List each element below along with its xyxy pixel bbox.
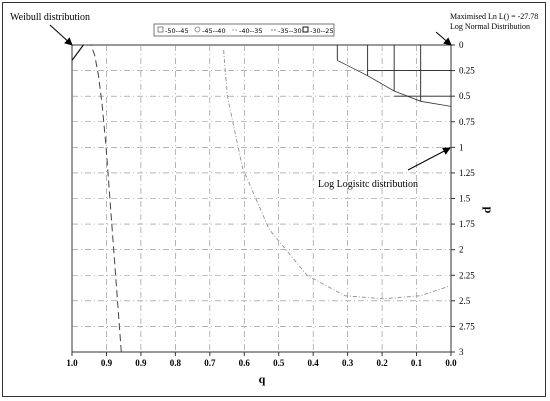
- contour-weibull: [90, 44, 122, 353]
- annotation-loglogistic: Log Logisitc distribution: [318, 179, 418, 190]
- y-tick-label: 2.75: [459, 321, 475, 331]
- legend-symbol: [194, 26, 201, 33]
- arrow-lognormal: [435, 31, 452, 46]
- x-tick-label: 1.0: [66, 358, 78, 368]
- x-tick-label: 0.9: [101, 358, 113, 368]
- y-tick-label: 2: [459, 245, 464, 255]
- arrow-loglogistic: [407, 147, 451, 171]
- x-axis-ticks: 1.0 0.9 0.9 0.8 0.7 0.6 0.5 0.4 0.3 0.2 0.1 0.0: [66, 352, 457, 368]
- legend-symbol: [157, 26, 164, 33]
- y-tick-label: 0.25: [459, 66, 475, 76]
- x-tick-label: 0.6: [239, 358, 251, 368]
- y-tick-label: 0.5: [459, 91, 471, 101]
- arrow-weibull: [49, 24, 73, 46]
- y-tick-label: 0: [459, 40, 464, 50]
- legend: -50--45 -45--40 -40--35 -35--30 -30--25: [153, 23, 335, 37]
- y-tick-label: 2.25: [459, 270, 475, 280]
- y-tick-label: 1.25: [459, 168, 475, 178]
- legend-label: -40--35: [239, 27, 263, 35]
- y-tick-label: 3: [459, 347, 464, 357]
- x-tick-label: 0.2: [376, 358, 388, 368]
- legend-label: -45--40: [202, 27, 226, 35]
- x-tick-label: 0.5: [273, 358, 285, 368]
- legend-label: -50--45: [165, 27, 189, 35]
- legend-box: [153, 23, 335, 37]
- x-tick-label: 0.0: [445, 358, 457, 368]
- x-tick-label: 0.1: [411, 358, 423, 368]
- annotation-max-lnl: Maximised Ln L() = -27.78: [450, 12, 538, 21]
- y-tick-label: 1.75: [459, 219, 475, 229]
- x-tick-label: 0.4: [308, 358, 320, 368]
- x-axis-label: q: [259, 372, 266, 386]
- y-tick-label: 1.5: [459, 194, 471, 204]
- x-tick-label: 0.8: [170, 358, 182, 368]
- y-axis-ticks: 0 0.25 0.5 0.75 1 1.25 1.5 1.75 2 2.25 2.5 2.75 3: [451, 40, 475, 357]
- y-tick-label: 2.5: [459, 296, 471, 306]
- x-tick-label: 0.3: [342, 358, 354, 368]
- x-tick-label: 0.7: [204, 358, 216, 368]
- contour-curves: [71, 44, 452, 353]
- legend-label: -35--30: [278, 27, 302, 35]
- y-tick-label: 1: [459, 142, 464, 152]
- legend-label: -30--25: [310, 27, 334, 35]
- weibull-peak-curve: [71, 44, 84, 61]
- x-tick-label: 0.9: [135, 358, 147, 368]
- contour-log-logistic: [223, 50, 452, 300]
- annotation-lognormal: Log Normal Distribution: [450, 22, 530, 31]
- legend-symbol: [302, 26, 309, 33]
- annotation-weibull: Weibull distribution: [10, 12, 90, 23]
- y-axis-label: p: [482, 207, 496, 214]
- y-tick-label: 0.75: [459, 117, 475, 127]
